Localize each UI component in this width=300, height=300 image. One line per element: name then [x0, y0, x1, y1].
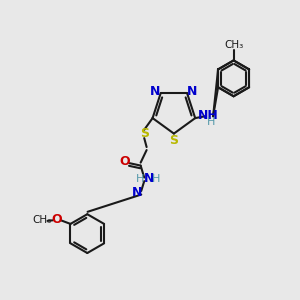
- Text: H: H: [206, 117, 215, 127]
- Text: S: S: [169, 134, 178, 147]
- Text: S: S: [140, 127, 149, 140]
- Text: H: H: [136, 174, 144, 184]
- Text: CH₃: CH₃: [33, 215, 52, 225]
- Text: N: N: [143, 172, 154, 184]
- Text: N: N: [187, 85, 198, 98]
- Text: NH: NH: [198, 109, 219, 122]
- Text: N: N: [150, 85, 161, 98]
- Text: O: O: [51, 213, 62, 226]
- Text: H: H: [152, 174, 160, 184]
- Text: O: O: [119, 155, 130, 169]
- Text: N: N: [132, 186, 142, 199]
- Text: CH₃: CH₃: [224, 40, 243, 50]
